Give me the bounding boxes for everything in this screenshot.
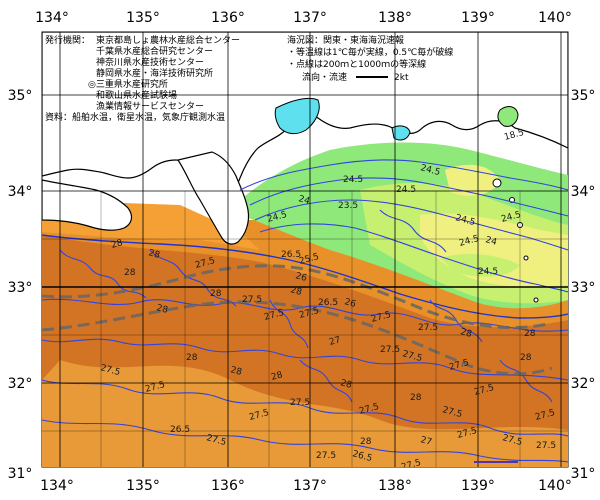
isotherm-label: 27.5: [316, 451, 336, 461]
issuer-org: 東京都島しょ農林水産総合センター: [96, 34, 240, 46]
isotherm-label: 24.5: [478, 267, 498, 277]
isotherm-label: 27: [419, 435, 433, 448]
isotherm-label: 28: [147, 248, 161, 261]
bay-tokyo: [497, 106, 519, 127]
isotherm-label: 27.5: [380, 345, 400, 355]
lat-tick-label: 34°: [8, 184, 33, 200]
lon-tick-label: 138°: [378, 10, 412, 26]
lon-tick-label: 137°: [293, 478, 327, 494]
lat-tick-label: 34°: [571, 184, 596, 200]
isotherm-label: 28: [110, 238, 124, 251]
lat-axis-left: 35° 34° 33° 32° 31°: [8, 88, 33, 482]
lat-tick-label: 35°: [8, 88, 33, 104]
isotherm-label: 26: [294, 271, 308, 284]
lon-tick-label: 140°: [538, 478, 572, 494]
legend-current-label: 流向・流速: [302, 71, 347, 83]
lon-tick-label: 135°: [126, 478, 160, 494]
lon-tick-label: 140°: [538, 10, 572, 26]
isotherm-label: 28: [459, 327, 473, 340]
isotherm-label: 27.5: [290, 398, 310, 408]
isotherm-label: 28: [339, 378, 353, 391]
isotherm-label: 28: [524, 329, 536, 339]
isotherm-label: 26.5: [281, 250, 301, 260]
bay-ise: [274, 97, 320, 135]
isotherm-label: 24: [484, 235, 498, 248]
issuer-org: ◎三重県水産研究所: [88, 78, 168, 90]
legend-note: ・等温線は1℃毎が実線，0.5℃毎が破線: [287, 46, 453, 58]
land-shikoku: [42, 179, 133, 231]
graticule: [42, 32, 568, 467]
issuer-org: 静岡県水産・海洋技術研究所: [96, 67, 213, 79]
issuer-block: 発行機関： 東京都島しょ農林水産総合センター 千葉県水産総合研究センター 神奈川…: [45, 34, 240, 123]
bay-cold-accent: [391, 125, 411, 141]
lon-axis-top: 134° 135° 136° 137° 138° 139° 140°: [35, 10, 572, 26]
lon-tick-label: 136°: [211, 10, 245, 26]
isotherm-label: 27.5: [400, 458, 422, 473]
lat-tick-label: 31°: [571, 466, 596, 482]
issuer-org: 千葉県水産総合研究センター: [96, 45, 213, 57]
lon-tick-label: 138°: [378, 478, 412, 494]
isotherm-label: 26.5: [170, 425, 190, 435]
isotherm-label: 27.5: [536, 441, 556, 451]
isotherm-label: 28: [229, 365, 243, 378]
isotherm-label: 27: [328, 335, 342, 348]
isotherm-label: 28: [210, 289, 222, 299]
sea-warm-patch-east: [440, 254, 520, 277]
isotherm-label: 24: [297, 194, 311, 207]
lon-tick-label: 134°: [35, 10, 69, 26]
isotherm-label: 28: [124, 268, 136, 278]
issuer-org: 和歌山県水産試験場: [96, 89, 177, 101]
lon-tick-label: 134°: [40, 478, 74, 494]
lat-axis-right: 35° 34° 33° 32° 31°: [571, 88, 596, 482]
isotherm-label: 28: [360, 437, 372, 447]
lat-tick-label: 35°: [571, 88, 596, 104]
issuer-heading: 発行機関：: [45, 34, 90, 46]
legend-note: ・点線は200ｍと1000ｍの等深線: [287, 58, 426, 70]
isotherm-label: 27.5: [418, 323, 438, 333]
isotherm-label: 24.5: [396, 185, 416, 195]
isotherm-label: 28: [289, 285, 303, 298]
isotherm-label: 28: [520, 353, 532, 363]
isotherm-label: 28: [186, 353, 198, 363]
isotherm-label: 26.5: [318, 298, 338, 308]
legend-title: 海況図：関東・東海海況速報: [287, 34, 404, 46]
sea-yellow-bay-patch: [445, 164, 500, 196]
land-kii-peninsula: [177, 151, 250, 245]
issuer-org: 漁業情報サービスセンター: [96, 100, 204, 112]
isotherm-label: 27.5: [242, 295, 262, 305]
island: [533, 297, 539, 303]
island: [523, 255, 529, 261]
lat-tick-label: 33°: [8, 280, 33, 296]
lon-tick-label: 135°: [126, 10, 160, 26]
isotherm-label: 28: [270, 370, 284, 383]
issuer-source: 資料：船舶水温，衛星水温，気象庁観測水温: [45, 111, 225, 123]
lon-tick-label: 139°: [461, 478, 495, 494]
lon-tick-label: 139°: [461, 10, 495, 26]
map-content: 18.524.52424.523.524.524.524.52424.524.5…: [42, 32, 568, 473]
isotherm-label: 26: [343, 297, 357, 310]
lon-axis-bottom: 134° 135° 136° 137° 138° 139° 140°: [40, 478, 572, 494]
lat-tick-label: 32°: [571, 376, 596, 392]
lon-tick-label: 137°: [293, 10, 327, 26]
isotherm-label: 23.5: [338, 201, 358, 211]
issuer-org: 神奈川県水産技術センター: [96, 56, 204, 68]
land-honshu: [42, 32, 568, 214]
sea-lighter-south: [42, 360, 568, 467]
lat-tick-label: 33°: [571, 280, 596, 296]
lat-tick-label: 31°: [8, 466, 33, 482]
legend-block: 海況図：関東・東海海況速報 ・等温線は1℃毎が実線，0.5℃毎が破線 ・点線は2…: [287, 34, 453, 83]
isotherm-label: 28: [410, 393, 422, 403]
lon-tick-label: 136°: [211, 478, 245, 494]
legend-current-unit: 2kt: [394, 73, 409, 83]
island: [492, 178, 502, 188]
isotherm-label: 24.5: [343, 175, 363, 185]
lat-tick-label: 32°: [8, 376, 33, 392]
isotherm-label: 28: [155, 303, 169, 316]
